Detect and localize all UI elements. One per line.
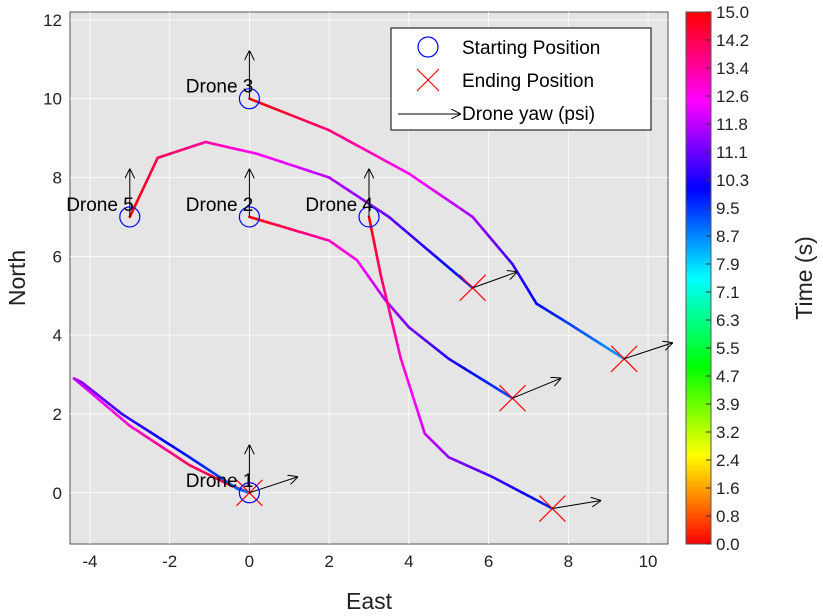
trajectory-segment: [429, 251, 440, 260]
end-yaw-arrow: [552, 501, 600, 510]
colorbar-tick-label: 9.5: [716, 199, 740, 218]
trajectory-segment: [387, 215, 398, 225]
x-tick-label: 4: [404, 552, 413, 571]
y-tick-labels: 0 2 4 6 8 10 12: [43, 11, 62, 503]
end-yaw-arrow: [249, 477, 297, 494]
colorbar-tick-label: 12.6: [716, 87, 749, 106]
colorbar-tick-label: 1.6: [716, 479, 740, 498]
end-position-marker: [499, 384, 526, 412]
x-axis-label: East: [346, 588, 393, 614]
end-position-marker: [459, 274, 487, 302]
colorbar-tick-label: 6.3: [716, 311, 740, 330]
start-position-marker: [358, 206, 380, 228]
trajectories: [72, 97, 626, 510]
drone-labels: Drone 1 Drone 2 Drone 3 Drone 4 Drone 5: [66, 77, 373, 492]
y-tick-label: 4: [53, 326, 62, 345]
start-position-marker: [238, 206, 260, 228]
trajectory-segment: [422, 245, 433, 254]
drone-label: Drone 3: [186, 77, 254, 98]
end-yaw-arrow: [512, 378, 561, 399]
y-tick-label: 2: [53, 405, 62, 424]
x-tick-label: 8: [564, 552, 573, 571]
colorbar-tick-label: 11.8: [716, 115, 748, 134]
colorbar-tick-label: 5.5: [716, 339, 740, 358]
colorbar-tick-label: 0.0: [716, 535, 740, 554]
x-tick-label: -4: [82, 552, 97, 571]
legend-start-marker: [417, 36, 439, 58]
x-tick-label: 0: [245, 552, 254, 571]
legend-box: [390, 27, 652, 131]
drone-label: Drone 2: [186, 195, 254, 216]
legend-yaw-label: Drone yaw (psi): [462, 104, 595, 125]
y-axis-label: North: [4, 250, 30, 306]
y-tick-label: 10: [43, 90, 62, 109]
legend-start-label: Starting Position: [462, 38, 600, 59]
trajectory-segment: [408, 233, 419, 242]
drone-label: Drone 1: [186, 471, 254, 492]
drone-label: Drone 4: [305, 195, 373, 216]
x-tick-label: 2: [324, 552, 333, 571]
colorbar-tick-label: 8.7: [716, 227, 740, 246]
x-tick-labels: -4 -2 0 2 4 6 8 10: [82, 552, 657, 571]
grid-lines: [70, 12, 668, 544]
start-position-marker: [119, 206, 141, 228]
colorbar-tick-label: 15.0: [716, 3, 749, 22]
trajectory-segment: [457, 274, 467, 284]
end-yaw-arrow: [623, 343, 672, 360]
x-tick-label: -2: [162, 552, 177, 571]
x-tick-label: 10: [639, 552, 658, 571]
end-yaw-arrow: [472, 272, 517, 289]
start-position-marker: [238, 88, 260, 110]
drone-label: Drone 5: [66, 195, 134, 216]
colorbar-tick-label: 14.2: [716, 31, 749, 50]
trajectory-segment: [394, 221, 405, 231]
trajectory-segment: [450, 268, 461, 278]
start-position-marker: [238, 482, 260, 504]
legend-end-label: Ending Position: [462, 71, 594, 92]
trajectory-segment: [436, 256, 447, 266]
colorbar-tick-label: 3.9: [716, 395, 740, 414]
colorbar-tick-label: 2.4: [716, 451, 740, 470]
colorbar-label: Time (s): [791, 236, 817, 319]
colorbar: [685, 11, 712, 545]
legend-end-marker: [416, 68, 440, 92]
colorbar-ticks: 15.0 14.2 13.4 12.6 11.8 11.1 10.3 9.5 8.7 7.9 7.1…: [706, 3, 749, 554]
y-tick-label: 0: [53, 484, 62, 503]
x-tick-label: 6: [484, 552, 493, 571]
markers: [119, 51, 672, 522]
colorbar-tick-label: 10.3: [716, 171, 749, 190]
y-tick-label: 8: [53, 169, 62, 188]
colorbar-tick-label: 0.8: [716, 507, 740, 526]
trajectory-segment: [401, 227, 412, 236]
trajectory-segment: [415, 239, 426, 248]
colorbar-tick-label: 13.4: [716, 59, 749, 78]
colorbar-tick-label: 3.2: [716, 423, 740, 442]
colorbar-tick-label: 7.1: [716, 283, 740, 302]
colorbar-tick-label: 7.9: [716, 255, 740, 274]
y-tick-label: 6: [53, 247, 62, 266]
trajectory-segment: [443, 262, 454, 272]
colorbar-tick-label: 4.7: [716, 367, 740, 386]
y-tick-label: 12: [43, 11, 62, 30]
colorbar-tick-label: 11.1: [716, 143, 748, 162]
legend: Starting Position Ending Position Drone …: [390, 27, 652, 131]
